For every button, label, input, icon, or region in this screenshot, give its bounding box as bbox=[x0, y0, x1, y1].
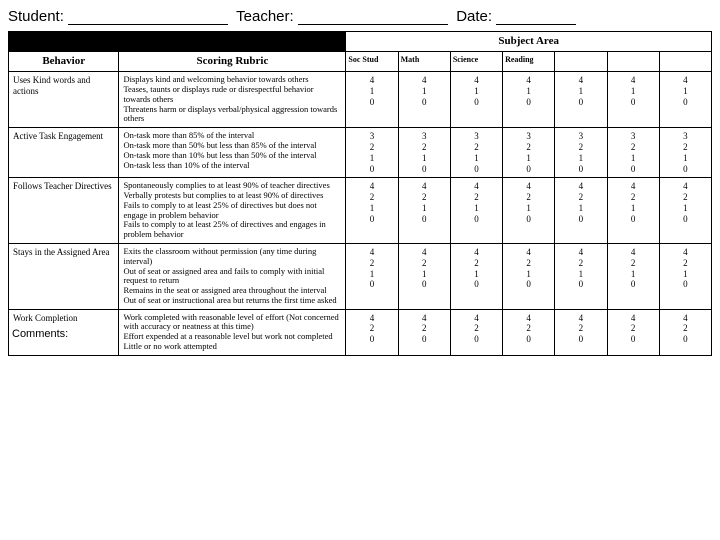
score-cell[interactable]: 4 2 1 0 bbox=[503, 178, 555, 244]
subject-header bbox=[607, 52, 659, 72]
subject-header bbox=[555, 52, 607, 72]
date-blank[interactable] bbox=[496, 24, 576, 25]
subject-header: Soc Stud bbox=[346, 52, 398, 72]
score-cell[interactable]: 4 2 1 0 bbox=[607, 243, 659, 309]
score-cell[interactable]: 4 2 1 0 bbox=[555, 243, 607, 309]
subject-header bbox=[659, 52, 711, 72]
behavior-header: Behavior bbox=[9, 52, 119, 72]
table-row: Work CompletionWork completed with reaso… bbox=[9, 309, 712, 355]
behavior-cell: Stays in the Assigned Area bbox=[9, 243, 119, 309]
score-cell[interactable]: 4 2 1 0 bbox=[659, 178, 711, 244]
score-cell[interactable]: 4 2 0 bbox=[555, 309, 607, 355]
score-cell[interactable]: 4 1 0 bbox=[607, 72, 659, 128]
score-cell[interactable]: 4 2 1 0 bbox=[346, 178, 398, 244]
score-cell[interactable]: 4 2 1 0 bbox=[607, 178, 659, 244]
table-row: Uses Kind words and actionsDisplays kind… bbox=[9, 72, 712, 128]
score-cell[interactable]: 4 2 1 0 bbox=[398, 243, 450, 309]
behavior-cell: Active Task Engagement bbox=[9, 128, 119, 178]
rubric-table: Subject Area Behavior Scoring Rubric Soc… bbox=[8, 31, 712, 356]
behavior-cell: Follows Teacher Directives bbox=[9, 178, 119, 244]
table-row: Stays in the Assigned AreaExits the clas… bbox=[9, 243, 712, 309]
column-header-row: Behavior Scoring Rubric Soc Stud Math Sc… bbox=[9, 52, 712, 72]
rubric-cell: On-task more than 85% of the interval On… bbox=[119, 128, 346, 178]
score-cell[interactable]: 4 1 0 bbox=[398, 72, 450, 128]
score-cell[interactable]: 4 2 0 bbox=[450, 309, 502, 355]
table-row: Follows Teacher DirectivesSpontaneously … bbox=[9, 178, 712, 244]
score-cell[interactable]: 4 1 0 bbox=[503, 72, 555, 128]
rubric-cell: Displays kind and welcoming behavior tow… bbox=[119, 72, 346, 128]
subject-area-header: Subject Area bbox=[346, 32, 712, 52]
score-cell[interactable]: 4 1 0 bbox=[346, 72, 398, 128]
score-cell[interactable]: 4 2 1 0 bbox=[503, 243, 555, 309]
score-cell[interactable]: 4 1 0 bbox=[659, 72, 711, 128]
form-header: Student: Teacher: Date: bbox=[8, 8, 712, 25]
score-cell[interactable]: 4 1 0 bbox=[555, 72, 607, 128]
subject-header: Math bbox=[398, 52, 450, 72]
subject-area-row: Subject Area bbox=[9, 32, 712, 52]
dark-spacer bbox=[9, 32, 346, 52]
date-label: Date: bbox=[456, 8, 492, 25]
score-cell[interactable]: 3 2 1 0 bbox=[450, 128, 502, 178]
score-cell[interactable]: 4 2 1 0 bbox=[555, 178, 607, 244]
subject-header: Reading bbox=[503, 52, 555, 72]
score-cell[interactable]: 3 2 1 0 bbox=[503, 128, 555, 178]
rubric-header: Scoring Rubric bbox=[119, 52, 346, 72]
score-cell[interactable]: 3 2 1 0 bbox=[346, 128, 398, 178]
score-cell[interactable]: 3 2 1 0 bbox=[607, 128, 659, 178]
score-cell[interactable]: 4 2 0 bbox=[503, 309, 555, 355]
score-cell[interactable]: 4 2 1 0 bbox=[346, 243, 398, 309]
score-cell[interactable]: 4 2 0 bbox=[346, 309, 398, 355]
score-cell[interactable]: 4 2 0 bbox=[398, 309, 450, 355]
score-cell[interactable]: 3 2 1 0 bbox=[398, 128, 450, 178]
student-blank[interactable] bbox=[68, 24, 228, 25]
rubric-cell: Exits the classroom without permission (… bbox=[119, 243, 346, 309]
score-cell[interactable]: 3 2 1 0 bbox=[555, 128, 607, 178]
score-cell[interactable]: 4 1 0 bbox=[450, 72, 502, 128]
subject-header: Science bbox=[450, 52, 502, 72]
rubric-cell: Spontaneously complies to at least 90% o… bbox=[119, 178, 346, 244]
score-cell[interactable]: 3 2 1 0 bbox=[659, 128, 711, 178]
behavior-cell: Uses Kind words and actions bbox=[9, 72, 119, 128]
score-cell[interactable]: 4 2 1 0 bbox=[450, 243, 502, 309]
comments-label: Comments: bbox=[12, 328, 112, 340]
score-cell[interactable]: 4 2 0 bbox=[607, 309, 659, 355]
student-label: Student: bbox=[8, 8, 64, 25]
rubric-cell: Work completed with reasonable level of … bbox=[119, 309, 346, 355]
table-row: Active Task EngagementOn-task more than … bbox=[9, 128, 712, 178]
score-cell[interactable]: 4 2 1 0 bbox=[659, 243, 711, 309]
score-cell[interactable]: 4 2 0 bbox=[659, 309, 711, 355]
score-cell[interactable]: 4 2 1 0 bbox=[450, 178, 502, 244]
teacher-label: Teacher: bbox=[236, 8, 294, 25]
teacher-blank[interactable] bbox=[298, 24, 448, 25]
score-cell[interactable]: 4 2 1 0 bbox=[398, 178, 450, 244]
